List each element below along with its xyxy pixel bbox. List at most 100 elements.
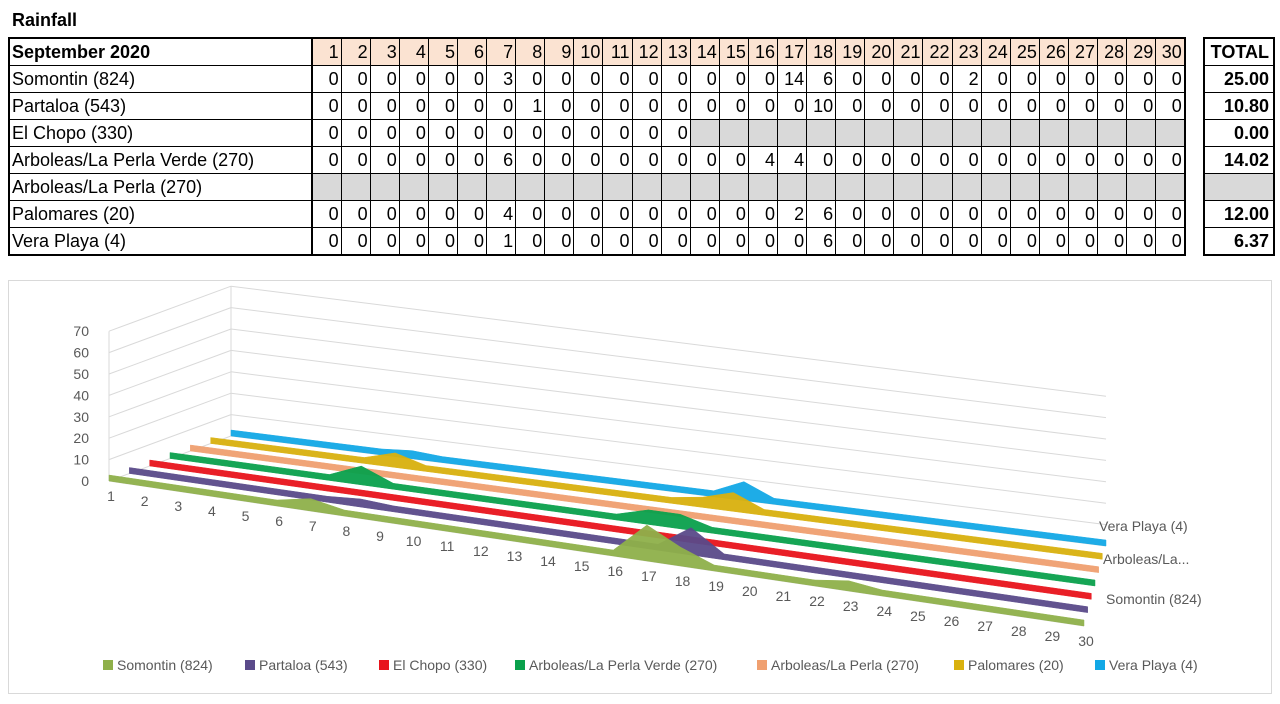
rain-cell	[864, 119, 895, 147]
rain-cell: 0	[689, 200, 720, 228]
rain-cell: 2	[776, 200, 808, 228]
legend-label: Somontin (824)	[117, 657, 213, 673]
x-tick-label: 2	[141, 493, 149, 509]
total-row: 14.02	[1203, 146, 1275, 174]
rain-cell: 0	[893, 146, 924, 174]
rain-cell: 0	[369, 200, 400, 228]
rain-cell: 0	[1009, 227, 1040, 256]
rain-cell: 0	[893, 65, 924, 93]
rain-cell	[922, 119, 953, 147]
table-row: Arboleas/La Perla Verde (270) 0 0 0 0 0 0 6 0 0 0 0…	[8, 146, 1186, 174]
rain-cell: 0	[631, 119, 662, 147]
rain-cell: 6	[806, 227, 837, 256]
x-tick-label: 1	[107, 488, 115, 504]
month-header: September 2020	[8, 37, 313, 66]
day-header: 11	[602, 37, 633, 66]
day-header: 16	[747, 37, 779, 66]
rain-cell: 0	[776, 92, 808, 120]
legend-swatch	[379, 660, 389, 670]
rain-cell: 0	[1155, 227, 1186, 256]
x-tick-label: 8	[342, 523, 350, 539]
rain-cell: 0	[660, 146, 691, 174]
rain-cell: 0	[922, 65, 953, 93]
total-cell: 12.00	[1203, 200, 1275, 228]
rain-cell	[1155, 173, 1186, 201]
day-header: 23	[951, 37, 982, 66]
rain-cell: 0	[311, 92, 342, 120]
rain-cell: 0	[1097, 92, 1128, 120]
day-header: 10	[573, 37, 604, 66]
rain-cell	[1126, 173, 1157, 201]
y-tick-label: 50	[73, 366, 89, 382]
x-tick-label: 27	[977, 618, 993, 634]
day-header: 9	[544, 37, 575, 66]
x-tick-label: 7	[309, 518, 317, 534]
rain-cell: 0	[573, 227, 604, 256]
rain-cell: 0	[980, 65, 1011, 93]
station-name: Somontin (824)	[8, 65, 313, 93]
rain-cell: 0	[835, 92, 866, 120]
rain-cell: 3	[486, 65, 517, 93]
gridline	[108, 328, 232, 375]
rain-cell: 0	[1097, 227, 1128, 256]
depth-axis-label: Arboleas/La...	[1103, 551, 1189, 567]
rain-cell: 0	[631, 200, 662, 228]
rainfall-table: September 2020 1 2 3 4 5 6 7 8 9 10 11 12 13 14 15 16 17…	[8, 37, 1186, 256]
rain-cell: 0	[893, 200, 924, 228]
rain-cell: 0	[718, 65, 749, 93]
rain-cell	[369, 173, 400, 201]
rain-cell: 0	[864, 65, 895, 93]
total-cell: 6.37	[1203, 227, 1275, 256]
rain-cell: 0	[631, 92, 662, 120]
rain-cell: 0	[660, 200, 691, 228]
y-tick-label: 20	[73, 430, 89, 446]
x-tick-label: 22	[809, 593, 825, 609]
day-header: 7	[486, 37, 517, 66]
day-header: 6	[456, 37, 488, 66]
rain-cell: 0	[718, 146, 749, 174]
rain-cell: 0	[486, 119, 517, 147]
rain-cell: 0	[1155, 146, 1186, 174]
rain-cell: 1	[515, 92, 546, 120]
rain-cell: 0	[864, 146, 895, 174]
table-row: Vera Playa (4) 0 0 0 0 0 0 1 0 0 0 0 0 0 0 0 0 0 6 0 0 0 0 0 0 0 0…	[8, 227, 1186, 256]
rain-cell: 0	[1097, 65, 1128, 93]
rain-cell: 0	[573, 200, 604, 228]
x-tick-label: 13	[507, 548, 523, 564]
rain-cell: 0	[602, 146, 633, 174]
rain-cell	[311, 173, 342, 201]
total-table: TOTAL 25.00 10.80 0.00 14.02 12.00 6.37	[1203, 37, 1275, 256]
rain-cell: 1	[486, 227, 517, 256]
rain-cell: 0	[951, 92, 982, 120]
rain-cell: 4	[747, 146, 779, 174]
total-row: 12.00	[1203, 200, 1275, 228]
rain-cell: 0	[747, 65, 779, 93]
day-header: 5	[427, 37, 458, 66]
rain-cell: 0	[835, 65, 866, 93]
rain-cell: 0	[544, 227, 575, 256]
x-tick-label: 6	[275, 513, 283, 529]
rain-cell: 0	[864, 200, 895, 228]
x-tick-label: 12	[473, 543, 489, 559]
rain-cell: 0	[718, 227, 749, 256]
rain-cell: 0	[340, 200, 371, 228]
x-tick-label: 3	[174, 498, 182, 514]
legend-swatch	[757, 660, 767, 670]
rain-cell: 0	[980, 227, 1011, 256]
day-header: 28	[1097, 37, 1128, 66]
depth-axis-label: Vera Playa (4)	[1099, 518, 1188, 534]
total-header: TOTAL	[1203, 37, 1275, 66]
rain-cell: 0	[515, 146, 546, 174]
rain-cell: 0	[1126, 92, 1157, 120]
rain-cell: 0	[427, 119, 458, 147]
rain-cell: 0	[427, 146, 458, 174]
rain-cell: 0	[1126, 227, 1157, 256]
rain-cell: 0	[398, 119, 429, 147]
rain-cell	[427, 173, 458, 201]
rain-cell: 0	[456, 65, 488, 93]
rain-cell: 0	[602, 200, 633, 228]
rain-cell: 0	[369, 119, 400, 147]
rain-cell: 0	[980, 200, 1011, 228]
x-tick-label: 18	[675, 573, 691, 589]
rain-cell: 0	[1009, 92, 1040, 120]
